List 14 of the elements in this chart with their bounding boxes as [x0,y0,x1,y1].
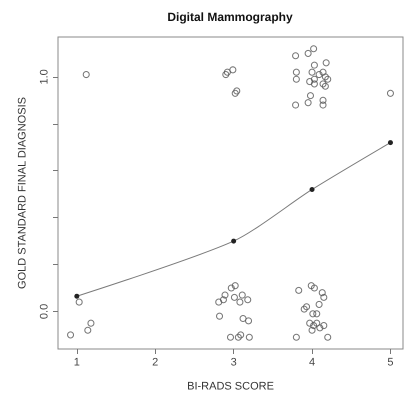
point [231,238,236,244]
x-tick-label: 2 [152,356,158,368]
point [388,140,393,146]
y-tick-label: 0.0 [38,304,50,320]
y-tick-label: 1.0 [38,69,50,85]
chart-title: Digital Mammography [167,10,293,24]
x-tick-label: 4 [308,356,316,368]
x-tick-label: 5 [387,356,394,368]
y-axis-title: GOLD STANDARD FINAL DIAGNOSIS [16,97,28,289]
x-axis-title: BI-RADS SCORE [187,380,274,392]
x-tick-label: 3 [230,356,237,368]
point [74,294,80,299]
point [310,186,315,192]
x-tick-label: 1 [74,356,80,368]
